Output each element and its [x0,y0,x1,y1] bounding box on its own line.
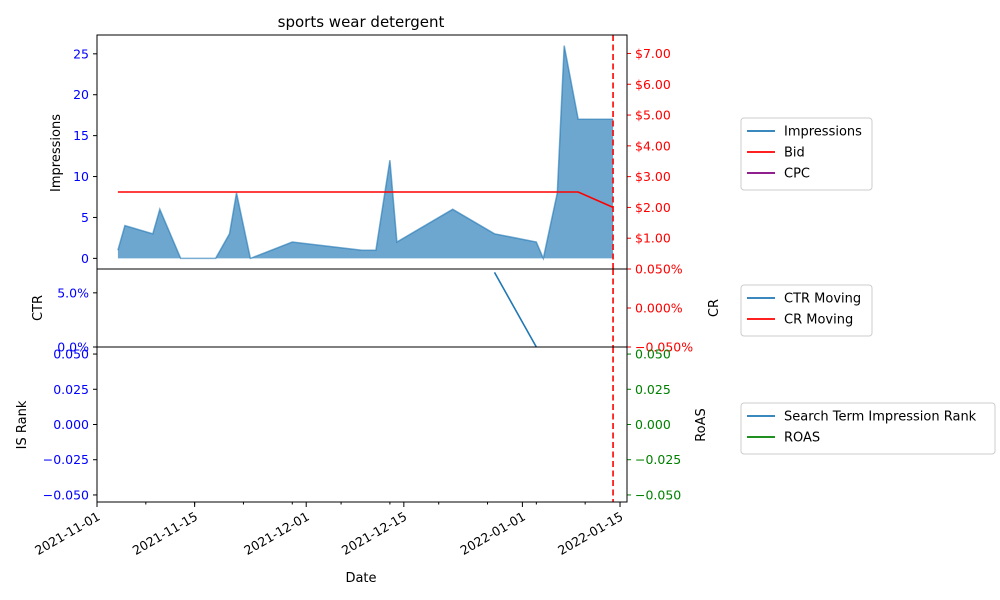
y-tick-label-impressions-4: 20 [73,87,89,102]
y2-tick-label-roas-1: −0.025 [635,452,681,467]
legend-box-2 [740,402,996,455]
ctr-moving-line [493,272,537,348]
y-tick-label-impressions-0: 0 [81,251,89,266]
y-tick-label-isrank-3: 0.025 [53,382,89,397]
y2-tick-label-roas-2: 0.000 [635,417,671,432]
y2-tick-label-bid-4: $5.00 [635,108,671,123]
legend-box-0 [740,117,873,191]
y-tick-label-isrank-4: 0.050 [53,347,89,362]
y-tick-label-impressions-1: 5 [81,210,89,225]
panel-frame-0 [96,34,628,270]
y-tick-label-isrank-0: −0.050 [43,487,89,502]
y-axis-label-ctr: CTR [31,295,46,321]
y2-tick-label-roas-4: 0.050 [635,347,671,362]
y-axis-label-cr: CR [707,299,722,317]
y2-tick-label-bid-0: $1.00 [635,231,671,246]
legends: Impressions Bid CPC CTR Moving CR Moving Sear… [740,117,996,455]
x-tick-label-5: 2022-01-15 [555,509,625,558]
y-tick-label-impressions-2: 10 [73,169,89,184]
y-axis-label-impressions: Impressions [49,114,64,192]
ctr-cr-panel: 0.0% 5.0% −0.050% 0.000% 0.050% [57,262,693,355]
y2-tick-label-bid-1: $2.00 [635,200,671,215]
y-tick-label-ctr-1: 5.0% [57,285,89,300]
legend-label-0-2: CPC [784,167,810,182]
y2-tick-label-bid-6: $7.00 [635,46,671,61]
y2-tick-label-cr-2: 0.050% [635,262,683,277]
y-axis-label-isrank: IS Rank [15,400,30,449]
y2-tick-label-cr-0: −0.050% [635,340,693,355]
x-tick-label-0: 2021-11-01 [32,509,102,558]
panel-frame-1 [96,268,628,348]
y-tick-label-ctr-0: 0.0% [57,340,89,355]
y-tick-label-impressions-5: 25 [73,46,89,61]
legend-label-1-1: CR Moving [784,313,853,328]
x-tick-label-1: 2021-11-15 [130,509,200,558]
chart-title: sports wear detergent [278,13,445,31]
x-tick-label-2: 2021-12-01 [241,509,311,558]
y-tick-label-isrank-2: 0.000 [53,417,89,432]
y2-tick-label-bid-2: $3.00 [635,169,671,184]
legend-label-0-0: Impressions [784,125,862,140]
impressions-area [117,45,614,259]
y2-tick-label-cr-1: 0.000% [635,301,683,316]
y2-tick-label-bid-3: $4.00 [635,138,671,153]
panel-frame-2 [96,346,628,503]
y-axis-label-roas: RoAS [694,408,709,442]
y-tick-label-impressions-3: 15 [73,128,89,143]
impressions-line [117,45,614,261]
legend-label-2-0: Search Term Impression Rank [784,410,977,425]
y2-tick-label-roas-3: 0.025 [635,382,671,397]
legend-label-0-1: Bid [784,146,805,161]
y2-tick-label-roas-0: −0.050 [635,487,681,502]
y2-tick-label-bid-5: $6.00 [635,77,671,92]
legend-label-2-1: ROAS [784,431,820,446]
x-tick-label-3: 2021-12-15 [339,509,409,558]
x-axis-label: Date [345,571,376,586]
bid-line [117,191,614,209]
isrank-roas-panel: −0.050 −0.025 0.000 0.025 0.050 −0.050 −0.025 0… [43,346,681,503]
date-axis: 2021-11-01 2021-11-15 2021-12-01 2021-12-15… [32,502,626,558]
y-tick-label-isrank-1: −0.025 [43,452,89,467]
x-tick-label-4: 2022-01-01 [457,509,527,558]
impressions-panel: 0 5 10 15 20 25 $1.00 $2.00 $3.00 $4.00 $5.00 $6.00… [73,34,671,270]
legend-label-1-0: CTR Moving [784,292,861,307]
